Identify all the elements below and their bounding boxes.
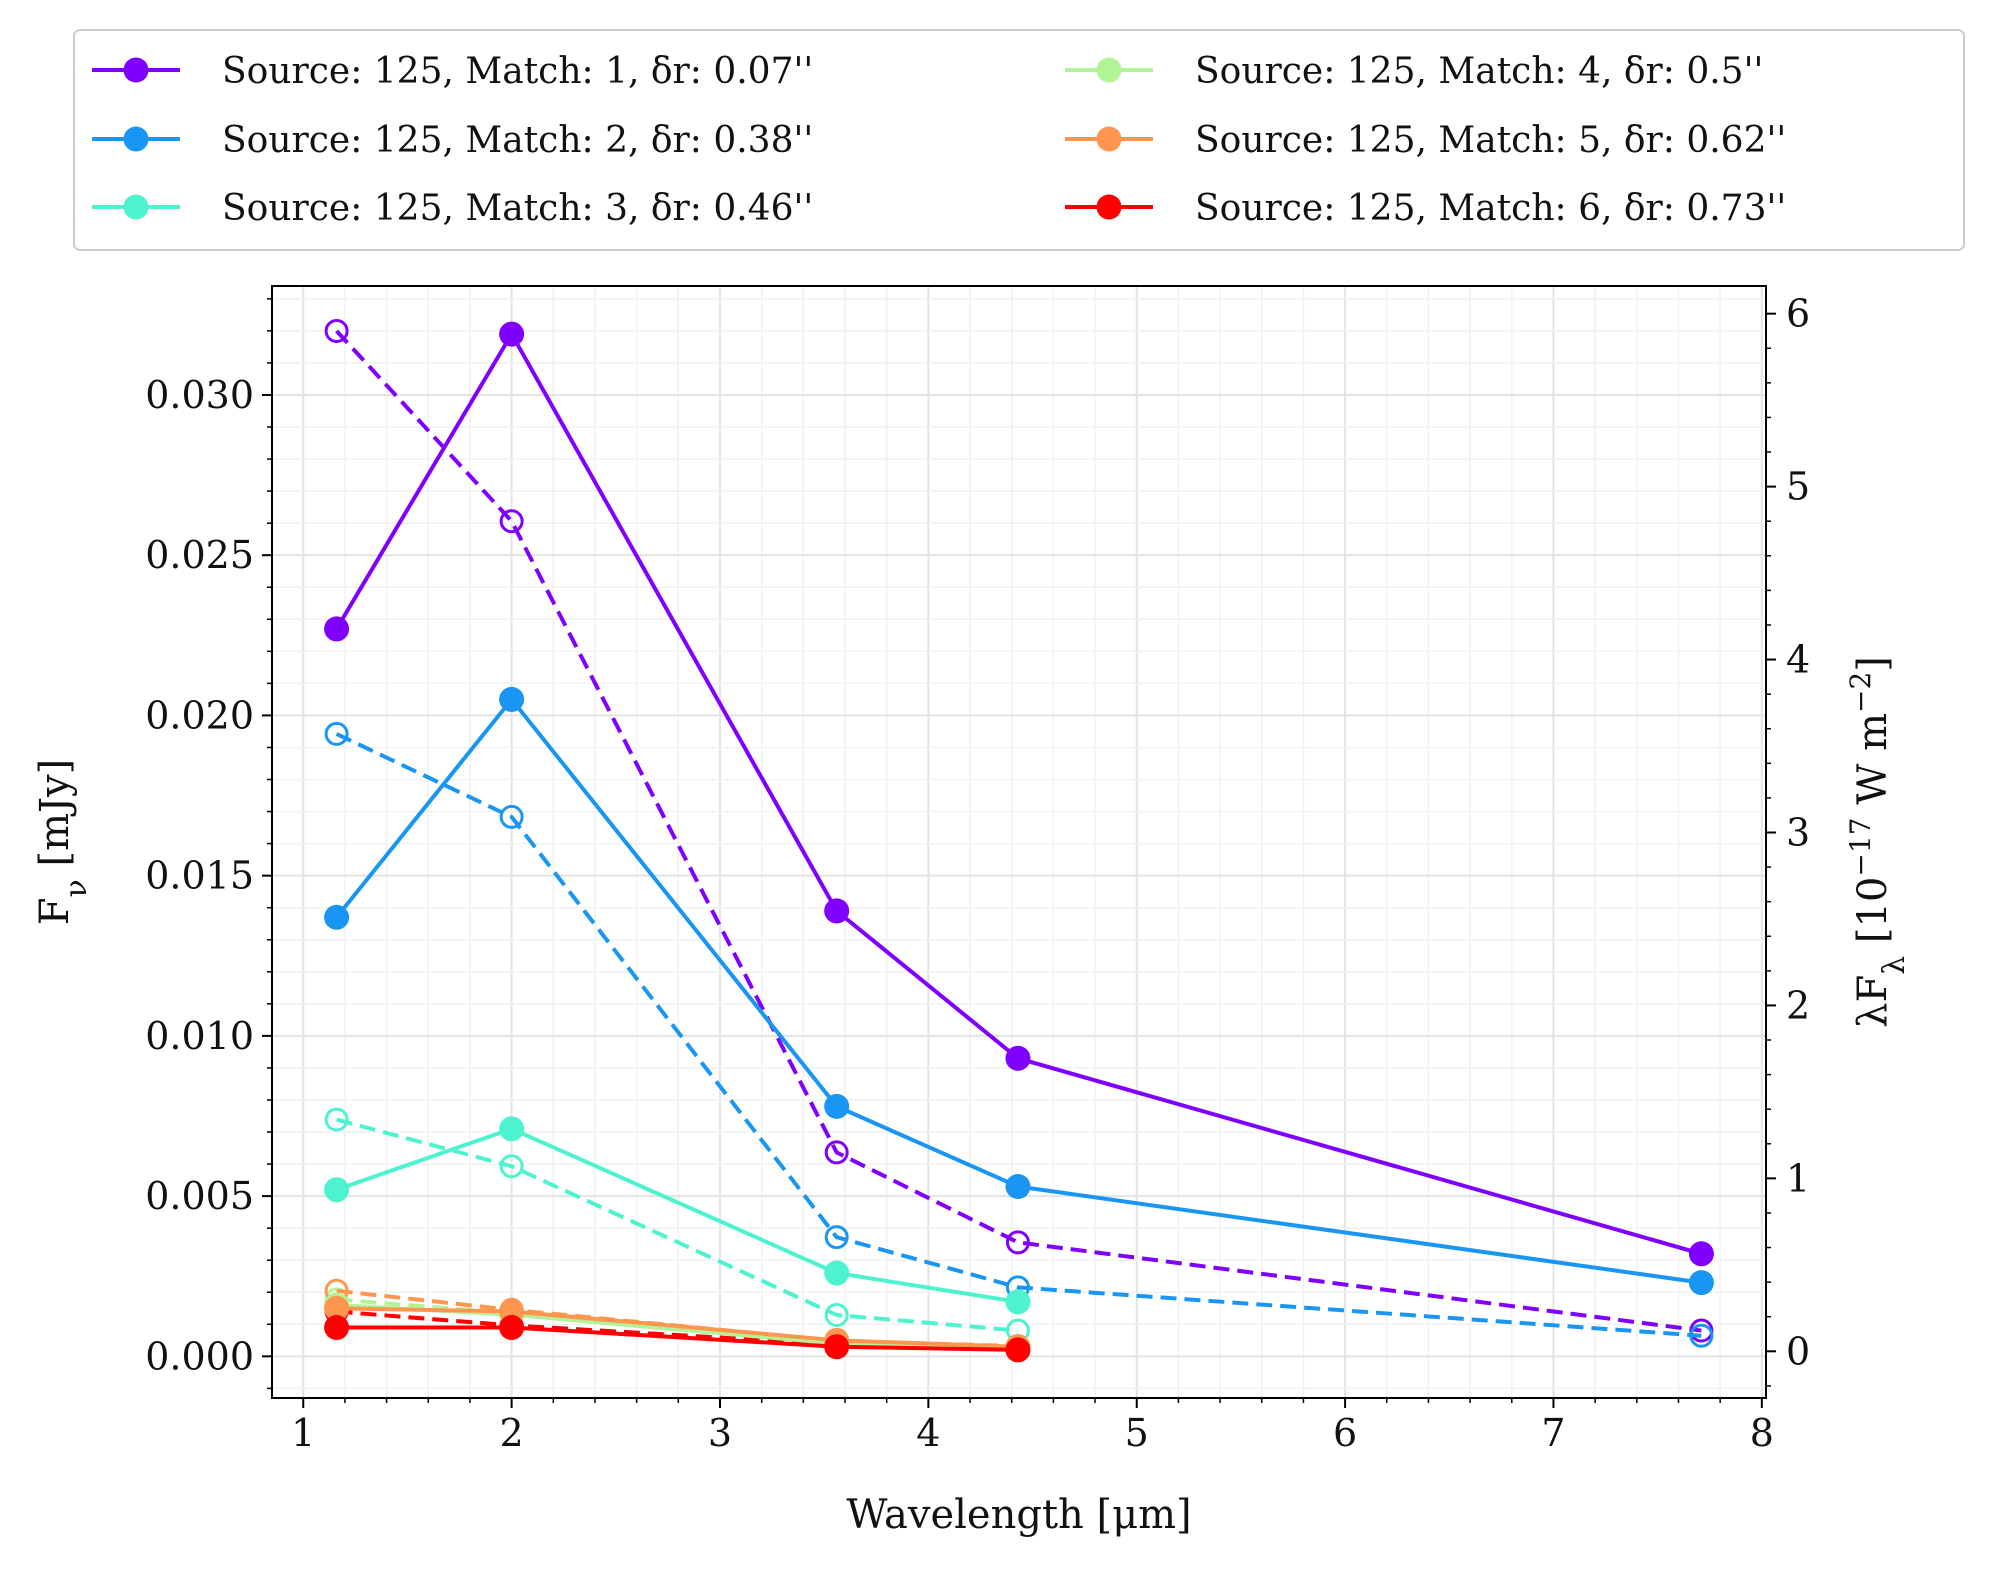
legend-label: Source: 125, Match: 4, δr: 0.5'' [1195,51,1763,92]
series-6-fnu-point [824,1334,850,1360]
legend-item: Source: 125, Match: 3, δr: 0.46'' [92,188,813,229]
series-3-fnu-point [324,1177,350,1203]
legend-marker [123,194,149,220]
legend-box [73,29,1965,251]
series-1-lam-flam-point [324,318,349,343]
legend-marker [123,57,149,83]
y2-tick-label: 0 [1786,1329,1810,1373]
y-tick-label: 0.005 [145,1174,254,1218]
legend-item: Source: 125, Match: 4, δr: 0.5'' [1065,51,1763,92]
y2-axis-label-unit-post: ] [1850,656,1896,672]
y-tick-label: 0.030 [145,373,254,417]
series-5-fnu-line [336,1306,1019,1349]
y-axis-label: Fν [mJy] [32,759,94,926]
series-2-fnu-point [499,686,525,712]
series-2-fnu-point [1688,1270,1714,1296]
legend-marker [123,126,149,152]
y2-axis-label-unit-mid: W m [1850,713,1896,817]
y2-tick-label: 5 [1786,465,1810,509]
series-1-fnu-point [499,321,525,347]
y2-tick-label: 2 [1786,983,1810,1027]
x-tick-label: 7 [1541,1411,1565,1455]
series-2-lam-flam-point [499,804,524,829]
series-2-lam-flam-point [1689,1323,1714,1348]
y2-tick-label: 3 [1786,810,1810,854]
series-3-lam-flam-line [336,1117,1019,1333]
legend-label: Source: 125, Match: 3, δr: 0.46'' [222,188,813,229]
series-3-fnu-line [335,1126,1019,1304]
legend-label: Source: 125, Match: 2, δr: 0.38'' [222,120,813,161]
series-2-lam-flam-point [324,721,349,746]
x-axis-label: Wavelength [μm] [846,1492,1191,1538]
series-3-fnu-point [1005,1289,1031,1315]
y-axis-label-main: F [32,897,78,925]
y2-axis-label-main: λF [1850,975,1896,1028]
series-3-fnu-point [824,1260,850,1286]
legend-item: Source: 125, Match: 5, δr: 0.62'' [1065,120,1786,161]
series-1-fnu-point [324,616,350,642]
legend-marker [1096,126,1122,152]
series-6-fnu-point [499,1314,525,1340]
y2-axis-label-exp2: −2 [1844,672,1877,713]
x-tick-label: 8 [1750,1411,1774,1455]
series-1-fnu-point [824,898,850,924]
y-axis-label-unit: [mJy] [32,759,78,880]
series-3-lam-flam-point [499,1154,524,1179]
series-1-lam-flam-point [1005,1230,1030,1255]
series-2-fnu-point [1005,1173,1031,1199]
series-6-fnu-line [336,1325,1018,1352]
series-6-fnu-point [1005,1337,1031,1363]
series-2-lam-flam-line [335,732,1702,1338]
legend-item: Source: 125, Match: 1, δr: 0.07'' [92,51,813,92]
legend-marker [1096,194,1122,220]
legend-item: Source: 125, Match: 2, δr: 0.38'' [92,120,813,161]
x-tick-label: 2 [500,1411,524,1455]
series-1-fnu-point [1005,1045,1031,1071]
legend-marker [1096,57,1122,83]
series-5-fnu-point [324,1295,350,1321]
y-tick-label: 0.010 [145,1014,254,1058]
legend-label: Source: 125, Match: 6, δr: 0.73'' [1195,188,1786,229]
y2-axis-label-exp: −17 [1844,817,1877,876]
series-1-fnu-point [1688,1241,1714,1267]
grid [272,286,1766,1398]
x-tick-label: 6 [1333,1411,1357,1455]
y2-axis-label-unit-pre: [10 [1850,877,1896,956]
y2-axis-label-sub: λ [1877,956,1912,975]
legend-label: Source: 125, Match: 5, δr: 0.62'' [1195,120,1786,161]
series-1-lam-flam-point [499,509,524,534]
x-tick-label: 1 [291,1411,315,1455]
series-1-lam-flam-point [824,1140,849,1165]
series-2-fnu-point [824,1093,850,1119]
y2-tick-label: 6 [1786,292,1810,336]
legend: Source: 125, Match: 1, δr: 0.07'' Source:… [73,29,1965,251]
series-3-lam-flam-point [824,1302,849,1327]
x-tick-label: 5 [1125,1411,1149,1455]
y-tick-label: 0.000 [145,1334,254,1378]
series-3-fnu-point [499,1116,525,1142]
series-layer [324,318,1714,1363]
y-tick-label: 0.025 [145,533,254,577]
y2-axis-label: λFλ [10−17 W m−2] [1844,656,1912,1028]
y2-tick-label: 1 [1786,1156,1810,1200]
series-1-lam-flam-line [335,329,1702,1333]
x-tick-label: 4 [916,1411,940,1455]
y-tick-label: 0.020 [145,693,254,737]
x-tick-label: 3 [708,1411,732,1455]
ticks: 1 2 3 4 5 6 7 8 0.000 0.005 0.010 0.015 0.020 0.025 0.… [145,292,1810,1455]
y2-tick-label: 4 [1786,638,1810,682]
series-3-lam-flam-point [324,1107,349,1132]
series-2-lam-flam-point [824,1225,849,1250]
series-6-fnu-point [324,1314,350,1340]
y-tick-label: 0.015 [145,854,254,898]
legend-item: Source: 125, Match: 6, δr: 0.73'' [1065,188,1786,229]
plot-frame [271,285,1767,1399]
y-axis-label-sub: ν [59,879,94,897]
legend-label: Source: 125, Match: 1, δr: 0.07'' [222,51,813,92]
series-2-fnu-point [324,904,350,930]
